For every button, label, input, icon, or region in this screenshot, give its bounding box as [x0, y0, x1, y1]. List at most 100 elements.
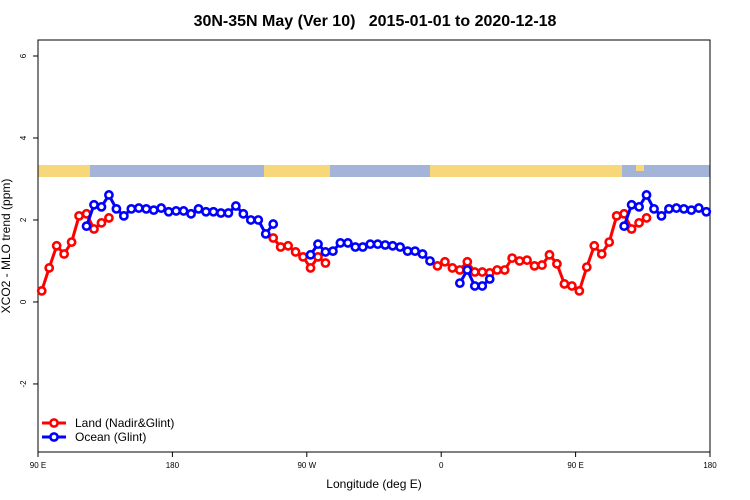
legend-marker: [49, 432, 59, 442]
x-tick-label: 0: [439, 461, 444, 470]
point: [66, 237, 77, 248]
point: [230, 201, 241, 211]
point: [342, 238, 353, 248]
point: [111, 203, 122, 214]
x-tick-label: 90 W: [297, 461, 316, 470]
legend-label: Land (Nadir&Glint): [75, 416, 174, 430]
point: [492, 265, 503, 275]
point: [484, 274, 495, 284]
point: [693, 203, 704, 213]
point: [253, 215, 264, 225]
point: [89, 224, 99, 234]
point: [365, 239, 376, 250]
point: [268, 233, 279, 243]
point: [514, 256, 525, 266]
point: [36, 285, 47, 296]
series-line: [40, 212, 648, 294]
x-tick-label: 180: [166, 461, 180, 470]
point: [357, 242, 368, 252]
point: [245, 215, 256, 225]
point: [126, 203, 137, 214]
point: [559, 279, 570, 289]
point: [462, 256, 473, 267]
point: [432, 260, 443, 271]
y-axis-label: XCO2 - MLO trend (ppm): [0, 179, 13, 314]
x-axis-label: Longitude (deg E): [326, 477, 421, 491]
point: [462, 265, 473, 275]
y-tick-label: -2: [19, 380, 28, 388]
y-tick-label: 0: [19, 299, 28, 304]
point: [320, 247, 331, 257]
point: [477, 267, 488, 277]
point: [216, 208, 226, 218]
series: [81, 190, 712, 291]
point: [335, 238, 346, 248]
point: [268, 219, 279, 229]
point: [260, 229, 271, 239]
point: [425, 256, 435, 266]
land-strip: [430, 165, 622, 177]
point: [148, 205, 159, 216]
point: [574, 285, 585, 296]
point: [641, 190, 652, 200]
point: [417, 249, 428, 259]
point: [171, 206, 182, 216]
point: [387, 240, 398, 251]
point: [596, 249, 607, 259]
point: [469, 267, 480, 277]
point: [649, 203, 659, 214]
y-tick-label: 2: [19, 217, 28, 222]
point: [156, 203, 167, 213]
point: [656, 210, 667, 221]
point: [634, 201, 644, 212]
point: [275, 242, 286, 252]
point: [447, 263, 458, 273]
point: [626, 224, 637, 234]
point: [678, 203, 689, 214]
x-tick-label: 180: [703, 461, 717, 470]
point: [141, 203, 152, 214]
point: [566, 281, 577, 291]
point: [454, 278, 465, 289]
legend-marker: [49, 418, 59, 428]
point: [544, 249, 555, 260]
point: [380, 240, 391, 250]
point: [604, 237, 615, 248]
point: [283, 240, 294, 251]
point: [313, 251, 323, 262]
point: [402, 246, 413, 257]
point: [118, 210, 129, 221]
point: [350, 242, 361, 252]
point: [410, 246, 420, 257]
point: [51, 240, 62, 251]
point: [507, 253, 518, 263]
y-tick-label: 6: [19, 53, 28, 58]
point: [522, 255, 532, 266]
point: [581, 262, 592, 273]
point: [59, 249, 70, 259]
point: [440, 256, 450, 267]
point: [626, 199, 637, 210]
point: [133, 203, 144, 213]
point: [163, 206, 174, 217]
point: [178, 206, 189, 216]
point: [96, 201, 107, 212]
point: [537, 260, 547, 270]
point: [499, 265, 510, 275]
point: [313, 239, 323, 250]
point: [589, 240, 600, 251]
point: [619, 221, 630, 232]
point: [395, 242, 406, 252]
point: [529, 260, 540, 271]
x-tick-label: 90 E: [567, 461, 583, 470]
point: [641, 213, 652, 223]
point: [305, 263, 316, 273]
point: [186, 208, 196, 219]
point: [469, 281, 480, 291]
point: [44, 263, 55, 273]
plot-frame: [37, 39, 711, 453]
point: [208, 206, 219, 217]
point: [671, 203, 682, 213]
series: [36, 208, 652, 296]
point: [634, 217, 644, 228]
